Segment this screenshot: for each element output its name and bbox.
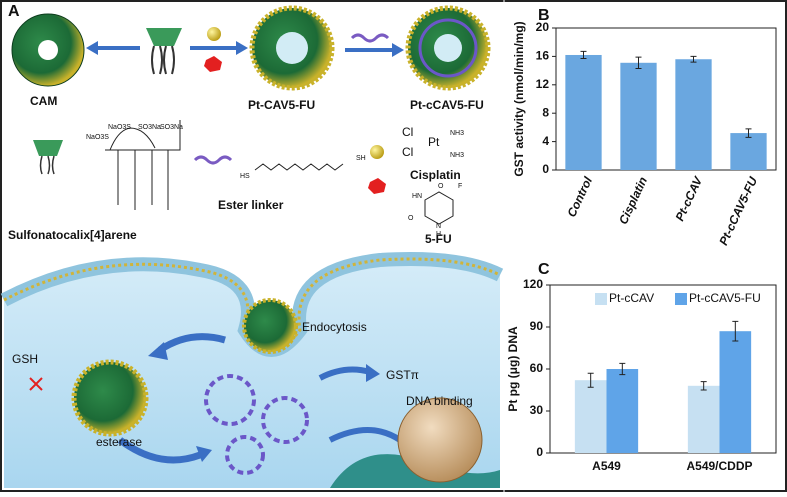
- error-bar: [732, 320, 739, 342]
- y-tick-label: 8: [542, 105, 549, 119]
- bar: [675, 59, 712, 170]
- label: GSH: [12, 352, 38, 366]
- y-axis-label: Pt pg (μg) DNA: [506, 326, 520, 412]
- x-tick-label: A549/CDDP: [686, 459, 752, 473]
- legend-label: Pt-cCAV: [609, 291, 654, 305]
- structure-text: NH3: [450, 130, 464, 137]
- structure-text: O: [438, 183, 444, 190]
- error-bar: [587, 372, 594, 388]
- label: Endocytosis: [302, 320, 367, 334]
- structure-text: O: [408, 215, 414, 222]
- structure-text: H: [436, 231, 441, 238]
- cell-illustration: [0, 252, 504, 488]
- label: Ester linker: [218, 198, 284, 212]
- label: Pt-cCAV5-FU: [410, 98, 484, 112]
- y-tick-label: 120: [523, 277, 543, 291]
- structure-text: SO3Na: [160, 124, 183, 131]
- structure-text: NaO3S: [86, 134, 109, 141]
- y-tick-label: 90: [530, 319, 544, 333]
- structure-text: HS: [240, 173, 250, 180]
- bar: [620, 62, 657, 170]
- bar: [730, 133, 767, 170]
- plot-frame: [555, 27, 777, 171]
- schematic: [11, 5, 491, 225]
- structure-text: F: [458, 183, 462, 190]
- x-tick-label: Cisplatin: [616, 175, 650, 227]
- structure-text: Cl: [402, 125, 413, 139]
- structure-text: Pt: [428, 135, 440, 149]
- error-bar: [619, 362, 626, 376]
- legend-label: Pt-cCAV5-FU: [689, 291, 761, 305]
- y-tick-label: 20: [536, 20, 550, 34]
- label: DNA binding: [406, 394, 473, 408]
- structure-text: SO3Na: [138, 124, 161, 131]
- error-bar: [745, 128, 752, 138]
- label: GSTπ: [386, 368, 419, 382]
- label: Cisplatin: [410, 168, 461, 182]
- y-tick-label: 30: [530, 403, 544, 417]
- bar: [687, 385, 720, 453]
- error-bar: [700, 381, 707, 391]
- label: CAM: [30, 94, 57, 108]
- label: Pt-CAV5-FU: [248, 98, 315, 112]
- structure-text: NaO3S: [108, 124, 131, 131]
- error-bar: [580, 50, 587, 60]
- panel-letter: C: [538, 261, 550, 278]
- label: esterase: [96, 435, 142, 449]
- label: 5-FU: [425, 232, 452, 246]
- structure-text: Cl: [402, 145, 413, 159]
- x-tick-label: Pt-cCAV: [672, 174, 705, 224]
- y-tick-label: 60: [530, 361, 544, 375]
- error-bar: [690, 55, 697, 63]
- label: Sulfonatocalix[4]arene: [8, 228, 137, 242]
- y-tick-label: 4: [542, 134, 549, 148]
- y-tick-label: 0: [542, 162, 549, 176]
- bar: [606, 369, 639, 453]
- bar: [565, 54, 602, 171]
- x-tick-label: Control: [564, 174, 595, 219]
- y-axis-label: GST activity (nmol/min/mg): [512, 21, 526, 176]
- panel-letter: A: [8, 3, 20, 20]
- structure-text: NH3: [450, 152, 464, 159]
- y-tick-label: 16: [536, 49, 550, 63]
- bar: [719, 331, 752, 453]
- panel-letter: B: [538, 7, 550, 24]
- bar: [574, 380, 607, 453]
- error-bar: [635, 56, 642, 69]
- structure-text: HN: [412, 193, 422, 200]
- structure-text: SH: [356, 155, 366, 162]
- legend-swatch: [675, 293, 687, 305]
- y-tick-label: 0: [536, 445, 543, 459]
- x-tick-label: A549: [592, 459, 621, 473]
- x-tick-label: Pt-cCAV5-FU: [716, 174, 760, 247]
- structure-text: N: [436, 223, 441, 230]
- y-tick-label: 12: [536, 77, 550, 91]
- legend-swatch: [595, 293, 607, 305]
